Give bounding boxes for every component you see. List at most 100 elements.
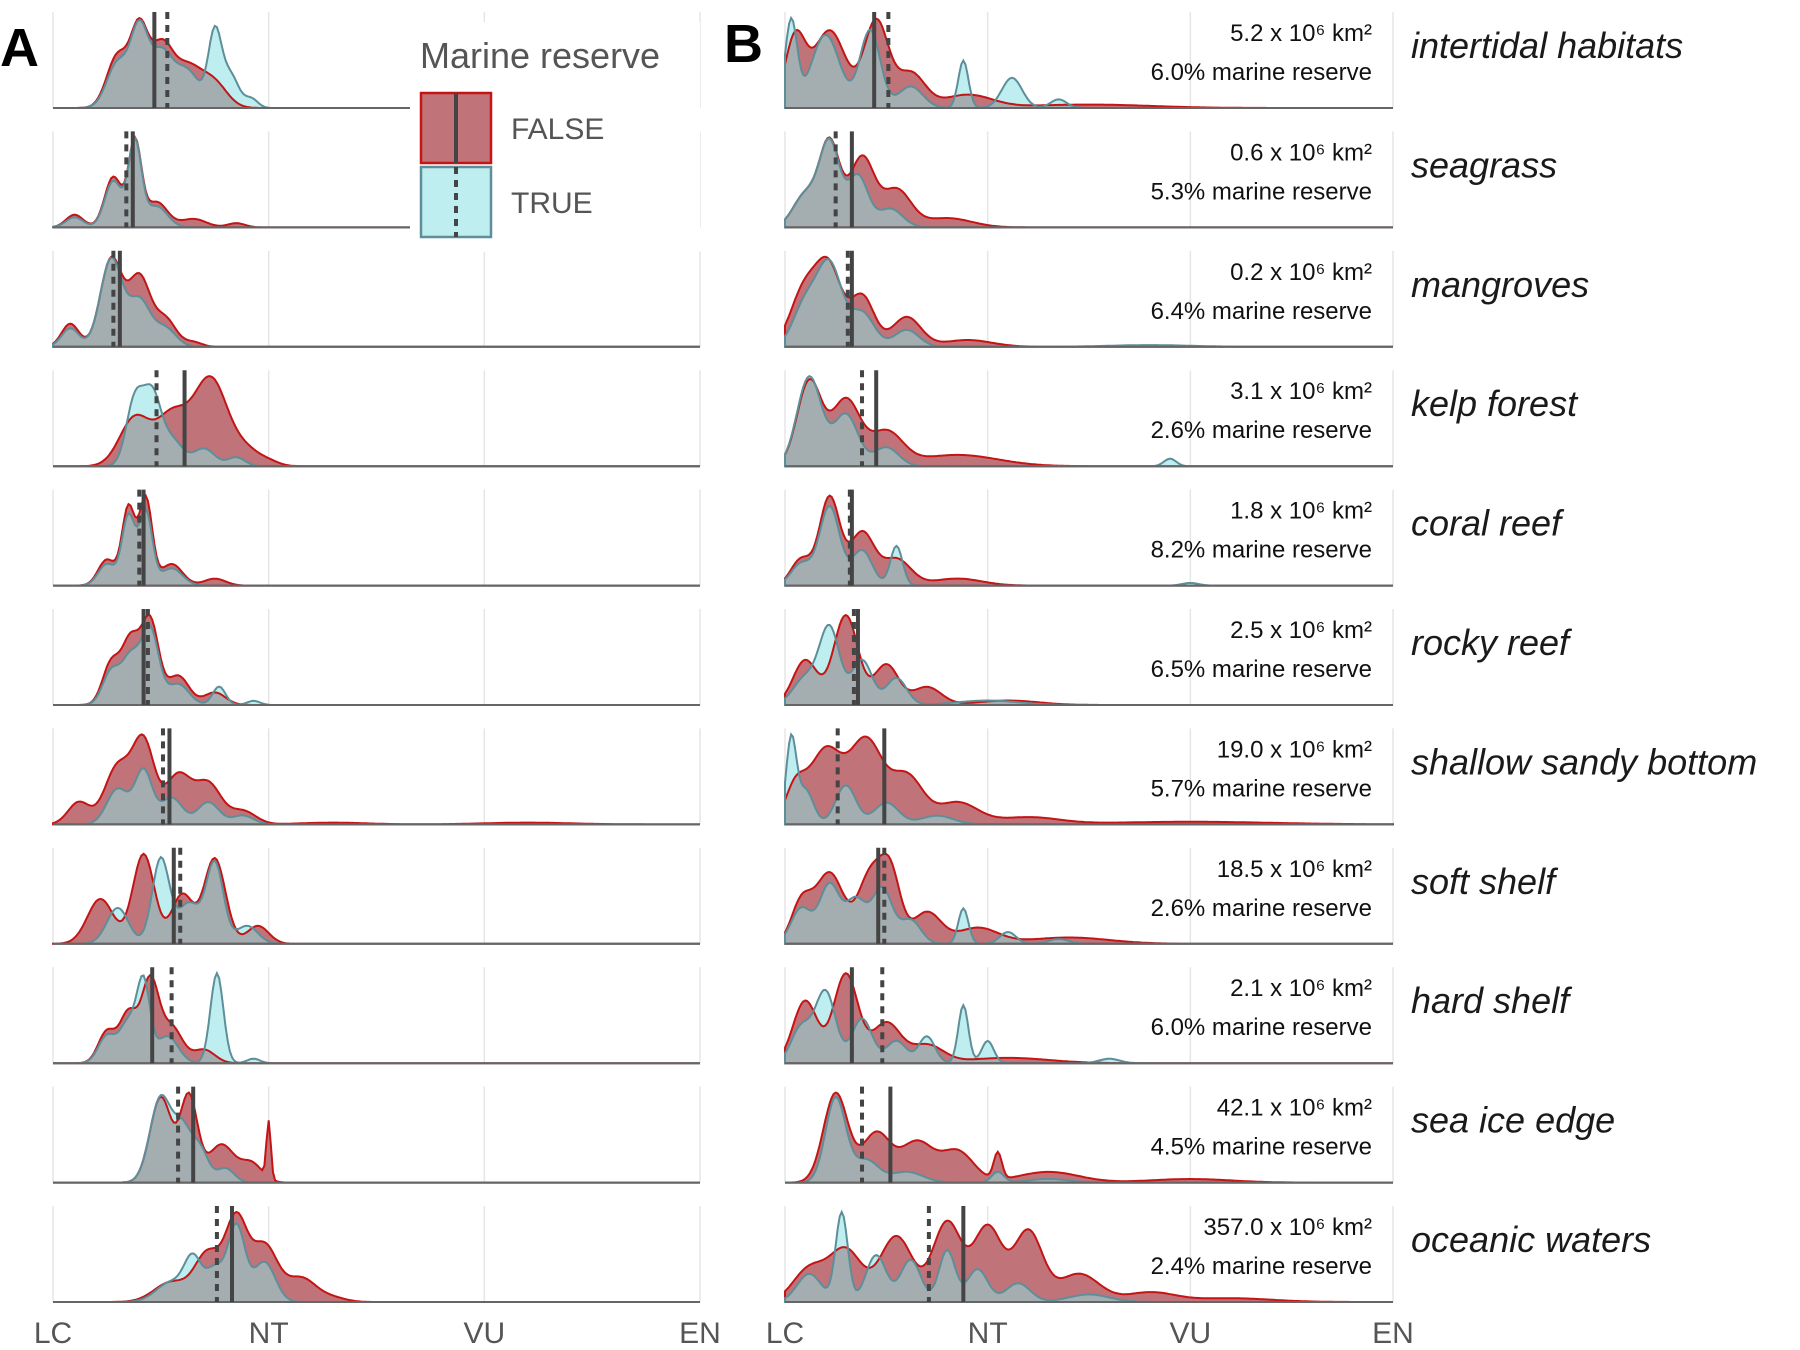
density-overlap bbox=[785, 259, 1393, 347]
x-tick-label: EN bbox=[679, 1317, 721, 1350]
legend-title: Marine reserve bbox=[420, 35, 660, 76]
density-false bbox=[53, 376, 700, 467]
area-value: 42.1 bbox=[1217, 1095, 1264, 1122]
habitat-row bbox=[784, 12, 1394, 109]
density-overlap bbox=[785, 379, 1393, 467]
reserve-suffix: marine reserve bbox=[1205, 775, 1372, 802]
habitat-row bbox=[52, 609, 701, 706]
density-overlap bbox=[53, 1223, 700, 1302]
reserve-value: 2.4% bbox=[1151, 1253, 1206, 1280]
habitat-row bbox=[52, 250, 701, 348]
reserve-value: 6.4% bbox=[1151, 298, 1206, 325]
area-annotation: 19.0 x 10⁶ km² bbox=[1217, 736, 1372, 763]
density-false bbox=[53, 734, 700, 825]
density-false-outline bbox=[784, 1219, 1393, 1303]
reserve-value: 4.5% bbox=[1151, 1134, 1206, 1161]
area-value: 2.5 bbox=[1230, 617, 1263, 644]
density-false-outline bbox=[53, 1210, 700, 1303]
density-overlap bbox=[785, 639, 1393, 705]
habitat-row bbox=[52, 728, 701, 826]
reserve-annotation: 2.6% marine reserve bbox=[1151, 895, 1372, 922]
habitat-label: soft shelf bbox=[1411, 861, 1559, 902]
area-value: 18.5 bbox=[1217, 856, 1264, 883]
habitat-row bbox=[784, 967, 1394, 1065]
reserve-annotation: 2.6% marine reserve bbox=[1151, 417, 1372, 444]
x-tick-label: LC bbox=[766, 1317, 804, 1350]
density-overlap bbox=[53, 509, 700, 586]
reserve-annotation: 4.5% marine reserve bbox=[1151, 1134, 1372, 1161]
legend-item-true: TRUE bbox=[419, 165, 593, 239]
area-annotation: 2.5 x 10⁶ km² bbox=[1230, 617, 1372, 644]
density-overlap bbox=[53, 19, 700, 108]
x-tick-label: VU bbox=[1169, 1317, 1211, 1350]
habitat-label: hard shelf bbox=[1411, 980, 1573, 1021]
density-overlap bbox=[53, 983, 700, 1064]
density-false bbox=[53, 1212, 700, 1302]
density-overlap bbox=[785, 774, 1393, 825]
area-annotation: 3.1 x 10⁶ km² bbox=[1230, 378, 1372, 405]
reserve-suffix: marine reserve bbox=[1205, 298, 1372, 325]
density-true-outline bbox=[53, 1221, 700, 1303]
reserve-value: 6.0% bbox=[1151, 1014, 1206, 1041]
area-annotation: 2.1 x 10⁶ km² bbox=[1230, 975, 1372, 1002]
habitat-row bbox=[52, 489, 701, 587]
area-value: 1.8 bbox=[1230, 498, 1263, 525]
area-unit: x 10⁶ km² bbox=[1263, 1214, 1372, 1241]
area-unit: x 10⁶ km² bbox=[1263, 139, 1372, 166]
habitat-label: mangroves bbox=[1411, 264, 1589, 305]
reserve-value: 5.7% bbox=[1151, 775, 1206, 802]
reserve-annotation: 6.0% marine reserve bbox=[1151, 1014, 1372, 1041]
habitat-row bbox=[52, 370, 701, 468]
habitat-row bbox=[52, 967, 701, 1065]
density-overlap bbox=[785, 1010, 1393, 1064]
reserve-annotation: 6.4% marine reserve bbox=[1151, 298, 1372, 325]
area-unit: x 10⁶ km² bbox=[1263, 1095, 1372, 1122]
habitat-row bbox=[784, 1086, 1394, 1184]
habitat-label: shallow sandy bottom bbox=[1411, 741, 1757, 782]
habitat-label: rocky reef bbox=[1411, 622, 1573, 663]
habitat-label: intertidal habitats bbox=[1411, 25, 1683, 66]
habitat-row bbox=[784, 1206, 1394, 1303]
area-value: 3.1 bbox=[1230, 378, 1263, 405]
area-unit: x 10⁶ km² bbox=[1263, 736, 1372, 763]
area-value: 0.2 bbox=[1230, 259, 1263, 286]
density-false bbox=[785, 1092, 1393, 1183]
legend-item-false: FALSE bbox=[419, 91, 604, 165]
area-unit: x 10⁶ km² bbox=[1263, 378, 1372, 405]
area-annotation: 357.0 x 10⁶ km² bbox=[1203, 1214, 1372, 1241]
habitat-row bbox=[784, 370, 1394, 468]
reserve-suffix: marine reserve bbox=[1205, 417, 1372, 444]
density-false bbox=[785, 853, 1393, 944]
density-overlap bbox=[785, 29, 1393, 108]
area-unit: x 10⁶ km² bbox=[1263, 498, 1372, 525]
reserve-value: 5.3% bbox=[1151, 178, 1206, 205]
area-unit: x 10⁶ km² bbox=[1263, 975, 1372, 1002]
density-overlap bbox=[785, 138, 1393, 228]
area-unit: x 10⁶ km² bbox=[1263, 259, 1372, 286]
area-value: 357.0 bbox=[1203, 1214, 1263, 1241]
reserve-value: 8.2% bbox=[1151, 537, 1206, 564]
panel-b: intertidal habitats 5.2 x 10⁶ km² 6.0% mar… bbox=[766, 12, 1757, 1350]
area-value: 5.2 bbox=[1230, 20, 1263, 47]
reserve-annotation: 6.0% marine reserve bbox=[1151, 59, 1372, 86]
habitat-row bbox=[52, 1086, 701, 1184]
reserve-suffix: marine reserve bbox=[1205, 59, 1372, 86]
density-overlap bbox=[785, 1096, 1393, 1183]
reserve-annotation: 5.7% marine reserve bbox=[1151, 775, 1372, 802]
reserve-suffix: marine reserve bbox=[1205, 537, 1372, 564]
density-overlap bbox=[785, 882, 1393, 944]
density-overlap bbox=[53, 625, 700, 705]
density-overlap bbox=[785, 505, 1393, 586]
area-annotation: 0.2 x 10⁶ km² bbox=[1230, 259, 1372, 286]
x-tick-label: NT bbox=[968, 1317, 1008, 1350]
area-annotation: 0.6 x 10⁶ km² bbox=[1230, 139, 1372, 166]
habitat-row bbox=[784, 609, 1394, 706]
area-annotation: 42.1 x 10⁶ km² bbox=[1217, 1095, 1372, 1122]
legend: Marine reserve FALSE TRUE bbox=[410, 22, 700, 252]
habitat-label: seagrass bbox=[1411, 144, 1557, 185]
habitat-row bbox=[784, 131, 1394, 229]
habitat-row bbox=[784, 250, 1394, 348]
area-unit: x 10⁶ km² bbox=[1263, 20, 1372, 47]
reserve-suffix: marine reserve bbox=[1205, 895, 1372, 922]
